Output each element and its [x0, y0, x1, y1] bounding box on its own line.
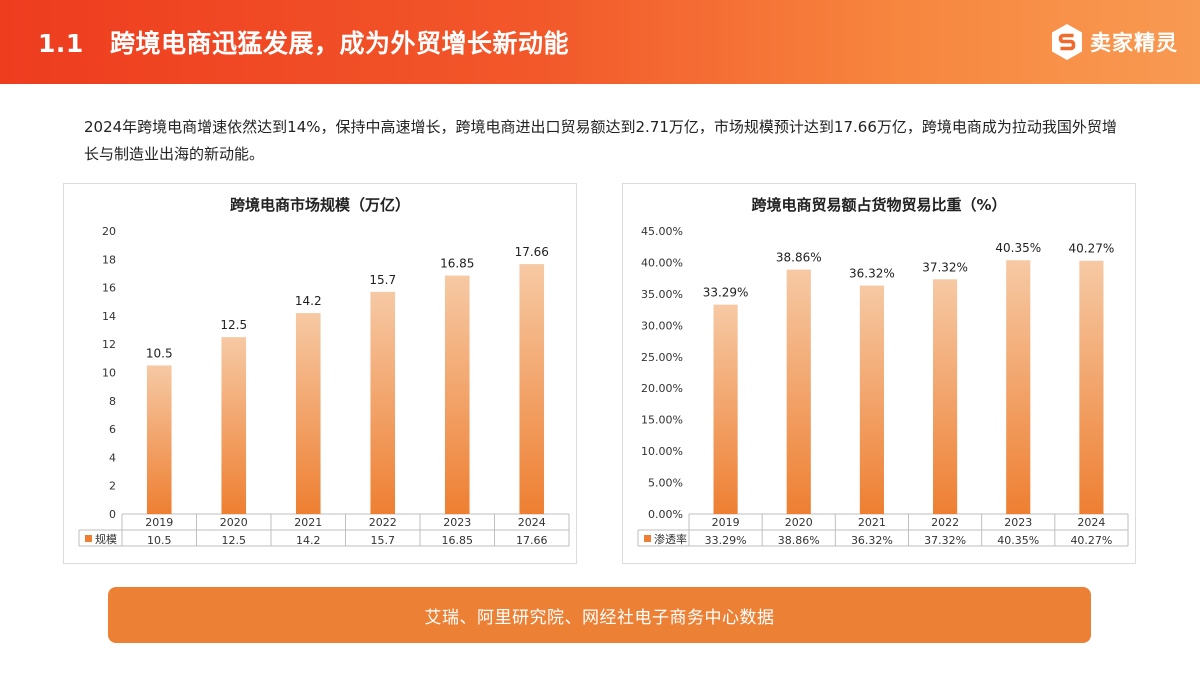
y-tick-label: 12 [102, 338, 116, 351]
table-cell-value: 10.5 [147, 534, 172, 547]
chart-title: 跨境电商市场规模（万亿） [229, 196, 410, 214]
x-tick-label: 2023 [1004, 516, 1032, 529]
table-cell-value: 15.7 [371, 534, 396, 547]
x-tick-label: 2024 [1077, 516, 1105, 529]
table-cell-value: 16.85 [442, 534, 474, 547]
chart-title: 跨境电商贸易额占货物贸易比重（%） [751, 196, 1007, 214]
data-label: 40.35% [995, 241, 1041, 255]
data-label: 37.32% [922, 260, 968, 274]
section-number: 1.1 [38, 29, 84, 58]
y-tick-label: 10 [102, 367, 116, 380]
brand: 卖家精灵 [1050, 23, 1178, 61]
bar [370, 291, 396, 514]
bar [933, 279, 958, 514]
data-label: 38.86% [776, 251, 822, 265]
table-cell-value: 40.27% [1070, 534, 1112, 547]
x-tick-label: 2021 [294, 516, 322, 529]
y-tick-label: 8 [109, 395, 116, 408]
data-label: 17.66 [515, 245, 549, 259]
bar [786, 269, 811, 514]
data-label: 15.7 [369, 273, 396, 287]
x-tick-label: 2020 [785, 516, 813, 529]
brand-name: 卖家精灵 [1090, 31, 1178, 55]
data-label: 36.32% [849, 267, 895, 281]
y-tick-label: 4 [109, 451, 116, 464]
table-cell-value: 12.5 [222, 534, 247, 547]
x-tick-label: 2022 [369, 516, 397, 529]
x-tick-label: 2019 [145, 516, 173, 529]
x-tick-label: 2022 [931, 516, 959, 529]
source-banner: 艾瑞、阿里研究院、网经社电子商务中心数据 [108, 587, 1091, 643]
bar [1006, 260, 1031, 514]
table-cell-value: 37.32% [924, 534, 966, 547]
x-tick-label: 2021 [858, 516, 886, 529]
y-tick-label: 0.00% [648, 508, 683, 521]
y-tick-label: 14 [102, 310, 116, 323]
y-tick-label: 5.00% [648, 477, 683, 490]
legend-swatch [644, 535, 651, 542]
bar [859, 285, 884, 514]
y-tick-label: 15.00% [641, 414, 683, 427]
x-tick-label: 2023 [443, 516, 471, 529]
bar [713, 304, 738, 514]
y-tick-label: 16 [102, 282, 116, 295]
header-banner: 1.1 跨境电商迅猛发展，成为外贸增长新动能 卖家精灵 [0, 0, 1200, 84]
table-cell-value: 17.66 [516, 534, 548, 547]
legend-label: 渗透率 [654, 532, 687, 546]
data-label: 14.2 [295, 294, 322, 308]
y-tick-label: 18 [102, 253, 116, 266]
x-tick-label: 2024 [518, 516, 546, 529]
share-ratio-chart: 0.00% 5.00% 10.00% 15.00% 20.00% 25.00% 30.00%… [637, 225, 1129, 547]
data-label: 16.85 [440, 257, 474, 271]
table-cell-value: 36.32% [851, 534, 893, 547]
y-tick-label: 25.00% [641, 351, 683, 364]
table-cell-value: 38.86% [778, 534, 820, 547]
x-tick-label: 2019 [712, 516, 740, 529]
y-tick-label: 35.00% [641, 288, 683, 301]
y-tick-label: 30.00% [641, 319, 683, 332]
table-cell-value: 33.29% [705, 534, 747, 547]
bar [444, 275, 470, 514]
table-cell-value: 40.35% [997, 534, 1039, 547]
bar [295, 313, 321, 514]
page-title: 1.1 跨境电商迅猛发展，成为外贸增长新动能 [38, 24, 569, 60]
y-tick-label: 20.00% [641, 382, 683, 395]
bar [1079, 260, 1104, 514]
legend-label: 规模 [95, 532, 117, 546]
y-tick-label: 20 [102, 225, 116, 238]
data-label: 33.29% [703, 286, 749, 300]
title-text: 跨境电商迅猛发展，成为外贸增长新动能 [110, 29, 570, 58]
market-size-chart: 0 2 4 6 8 10 12 14 16 18 20 10.5 2019 10.5 12.5 2020 12.… [78, 225, 570, 547]
y-tick-label: 0 [109, 508, 116, 521]
y-tick-label: 10.00% [641, 445, 683, 458]
bar [221, 337, 247, 514]
y-tick-label: 45.00% [641, 225, 683, 238]
y-tick-label: 40.00% [641, 256, 683, 269]
data-label: 40.27% [1069, 242, 1115, 256]
share-ratio-chart-panel: 跨境电商贸易额占货物贸易比重（%） 0.00% 5.00% 10.00% 15.00%… [622, 183, 1136, 564]
bar [146, 365, 172, 514]
data-label: 12.5 [220, 318, 247, 332]
x-tick-label: 2020 [220, 516, 248, 529]
source-text: 艾瑞、阿里研究院、网经社电子商务中心数据 [424, 607, 775, 628]
data-label: 10.5 [146, 346, 173, 360]
intro-paragraph: 2024年跨境电商增速依然达到14%，保持中高速增长，跨境电商进出口贸易额达到2… [84, 118, 1117, 163]
bar [519, 264, 545, 514]
market-size-chart-panel: 跨境电商市场规模（万亿） 0 2 4 6 8 10 12 14 16 18 20 10.5 2019 10… [63, 183, 577, 564]
y-tick-label: 6 [109, 423, 116, 436]
seller-sprite-s-logo-icon [1052, 24, 1082, 60]
legend-swatch [85, 535, 92, 542]
table-cell-value: 14.2 [296, 534, 321, 547]
y-tick-label: 2 [109, 480, 116, 493]
